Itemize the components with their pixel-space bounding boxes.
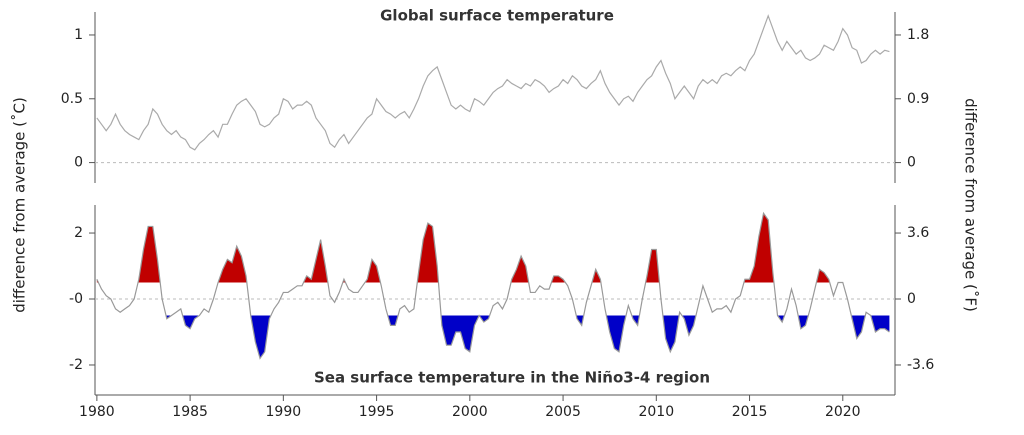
x-tick-label: 2010: [638, 404, 674, 420]
x-tick-label: 2015: [732, 404, 768, 420]
x-tick-label: 1995: [359, 404, 395, 420]
x-tick-label: 2000: [452, 404, 488, 420]
y-tick-label: 0.5: [61, 91, 83, 107]
x-tick-label: 2005: [545, 404, 581, 420]
x-tick-label: 1990: [266, 404, 302, 420]
chart-title: Sea surface temperature in the Niño3-4 r…: [314, 369, 710, 387]
y2-tick-label: 1.8: [907, 27, 929, 43]
y2-tick-label: 0: [907, 291, 916, 307]
y-tick-label: -0: [69, 291, 83, 307]
y2-tick-label: 0.9: [907, 91, 929, 107]
chart-title: Global surface temperature: [380, 7, 614, 25]
anomaly-area: [96, 213, 890, 283]
y-axis-label: difference from average (˚C): [11, 97, 29, 313]
y-tick-label: 2: [74, 225, 83, 241]
y-tick-label: 0: [74, 155, 83, 171]
y-tick-label: 1: [74, 27, 83, 43]
x-tick-label: 1980: [79, 404, 115, 420]
series-line: [96, 211, 890, 360]
series-line: [96, 14, 890, 151]
y-tick-label: -2: [69, 357, 83, 373]
y2-axis-label: difference from average (˚F): [962, 98, 980, 312]
y2-tick-label: -3.6: [907, 357, 934, 373]
y2-tick-label: 0: [907, 155, 916, 171]
x-tick-label: 1985: [172, 404, 208, 420]
y2-tick-label: 3.6: [907, 225, 929, 241]
x-tick-label: 2020: [825, 404, 861, 420]
anomaly-area: [166, 315, 890, 359]
